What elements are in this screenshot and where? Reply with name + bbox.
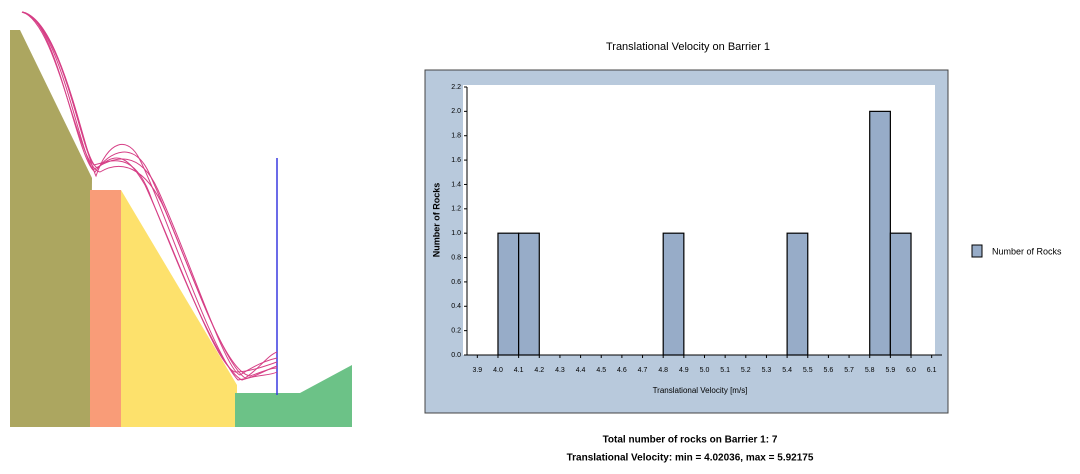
x-tick-label: 4.4	[576, 367, 586, 374]
x-tick-label: 4.6	[617, 367, 627, 374]
x-tick-label: 6.1	[927, 367, 937, 374]
x-tick-label: 6.0	[906, 367, 916, 374]
slope-layer	[10, 30, 92, 427]
bar	[869, 110, 891, 356]
chart-title: Translational Velocity on Barrier 1	[606, 41, 770, 53]
x-tick-label: 4.5	[596, 367, 606, 374]
y-tick-label: 2.0	[451, 108, 461, 115]
plot-area	[463, 85, 935, 355]
x-tick-label: 5.6	[824, 367, 834, 374]
x-tick-label: 5.4	[782, 367, 792, 374]
bar	[662, 232, 685, 356]
x-axis-label: Translational Velocity [m/s]	[653, 386, 748, 395]
y-tick-label: 2.2	[451, 84, 461, 91]
x-tick-label: 4.2	[534, 367, 544, 374]
x-tick-label: 5.0	[700, 367, 710, 374]
y-tick-label: 1.0	[451, 230, 461, 237]
x-tick-label: 4.3	[555, 367, 565, 374]
x-tick-label: 5.3	[762, 367, 772, 374]
slope-layer	[121, 190, 237, 427]
x-tick-label: 5.7	[844, 367, 854, 374]
legend-swatch	[971, 244, 983, 258]
x-tick-label: 4.0	[493, 367, 503, 374]
slope-layer	[90, 190, 121, 427]
y-axis-label: Number of Rocks	[431, 183, 441, 258]
trajectory	[21, 11, 278, 381]
x-tick-label: 4.7	[638, 367, 648, 374]
x-tick-label: 5.9	[886, 367, 896, 374]
footer-line: Translational Velocity: min = 4.02036, m…	[567, 453, 814, 464]
x-tick-label: 5.5	[803, 367, 813, 374]
footer-line: Total number of rocks on Barrier 1: 7	[603, 435, 778, 446]
trajectory	[21, 11, 278, 377]
bar	[889, 232, 912, 356]
y-tick-label: 1.2	[451, 206, 461, 213]
x-tick-label: 5.1	[720, 367, 730, 374]
y-tick-label: 0.0	[451, 352, 461, 359]
x-tick-label: 4.8	[658, 367, 668, 374]
slope-layer	[235, 365, 352, 427]
bar	[786, 232, 809, 356]
legend-label: Number of Rocks	[992, 246, 1062, 256]
x-tick-label: 4.1	[514, 367, 524, 374]
y-tick-label: 0.4	[451, 303, 461, 310]
x-tick-label: 5.2	[741, 367, 751, 374]
bar	[518, 232, 540, 356]
y-tick-label: 1.4	[451, 181, 461, 188]
x-tick-label: 4.9	[679, 367, 689, 374]
bar	[497, 232, 520, 356]
x-tick-label: 3.9	[472, 367, 482, 374]
y-tick-label: 0.2	[451, 327, 461, 334]
slope-diagram	[10, 11, 352, 427]
x-tick-label: 5.8	[865, 367, 875, 374]
y-tick-label: 1.6	[451, 157, 461, 164]
trajectory	[21, 11, 278, 381]
y-tick-label: 0.8	[451, 254, 461, 261]
y-tick-label: 0.6	[451, 279, 461, 286]
y-tick-label: 1.8	[451, 133, 461, 140]
trajectories	[21, 11, 278, 381]
